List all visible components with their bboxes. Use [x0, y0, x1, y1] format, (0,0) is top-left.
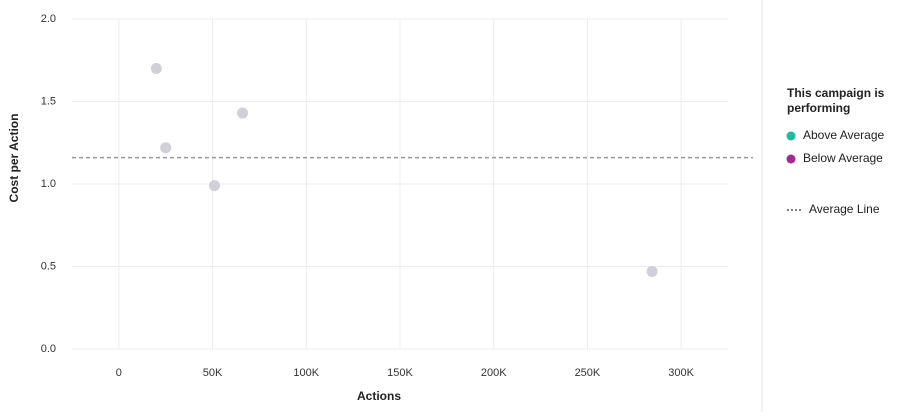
legend-label: Below Average	[803, 151, 883, 165]
point	[160, 142, 172, 154]
point	[646, 265, 658, 277]
legend-marker	[786, 154, 796, 164]
y-tick-label: 1.0	[41, 178, 56, 190]
legend-label: Average Line	[809, 202, 880, 216]
legend-title: performing	[787, 101, 850, 115]
x-tick-label: 50K	[203, 367, 223, 379]
legend-label: Above Average	[803, 128, 885, 142]
x-axis-title: Actions	[357, 389, 401, 403]
point	[237, 107, 249, 119]
legend-marker	[786, 131, 796, 141]
y-tick-label: 0.0	[41, 343, 56, 355]
y-tick-label: 2.0	[41, 13, 56, 25]
x-tick-label: 200K	[481, 367, 507, 379]
y-axis-title: Cost per Action	[7, 114, 21, 203]
x-tick-label: 250K	[575, 367, 601, 379]
x-tick-label: 100K	[293, 367, 319, 379]
x-tick-label: 0	[116, 367, 122, 379]
y-tick-label: 0.5	[41, 260, 56, 272]
point	[150, 63, 162, 74]
x-tick-label: 300K	[668, 367, 694, 379]
point	[208, 180, 220, 192]
y-tick-label: 1.5	[41, 95, 56, 107]
legend-title: This campaign is	[787, 86, 885, 100]
x-tick-label: 150K	[387, 367, 413, 379]
